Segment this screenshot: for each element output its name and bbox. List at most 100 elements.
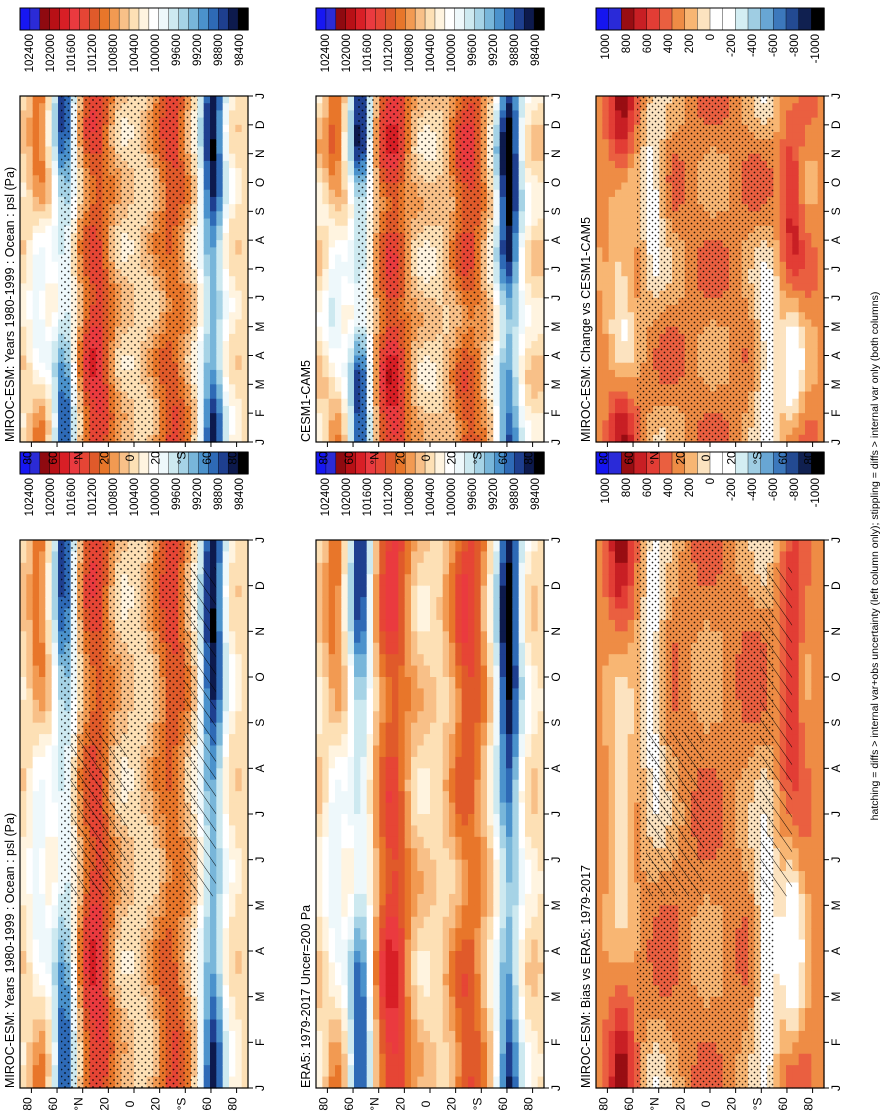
heatmap-cell bbox=[241, 261, 249, 270]
heatmap-cell bbox=[354, 665, 361, 678]
heatmap-cell bbox=[335, 756, 342, 769]
heatmap-cell bbox=[455, 665, 463, 678]
heatmap-cell bbox=[379, 825, 387, 838]
heatmap-cell bbox=[222, 562, 230, 575]
heatmap-cell bbox=[354, 939, 361, 952]
heatmap-cell bbox=[430, 654, 437, 667]
heatmap-cell bbox=[373, 699, 380, 712]
heatmap-cell bbox=[436, 1030, 444, 1043]
heatmap-cell bbox=[480, 1053, 488, 1066]
heatmap-cell bbox=[235, 939, 243, 952]
heatmap-cell bbox=[373, 654, 380, 667]
heatmap-cell bbox=[51, 825, 59, 838]
heatmap-cell bbox=[51, 688, 59, 701]
heatmap-cell bbox=[468, 1019, 475, 1032]
heatmap-cell bbox=[26, 341, 34, 349]
heatmap-cell bbox=[385, 791, 393, 804]
heatmap-cell bbox=[32, 312, 40, 321]
heatmap-cell bbox=[241, 802, 249, 815]
heatmap-cell bbox=[366, 642, 374, 655]
heatmap-cell bbox=[468, 574, 475, 587]
heatmap-cell bbox=[347, 985, 355, 998]
heatmap-cell bbox=[39, 585, 46, 598]
heatmap-cell bbox=[20, 642, 27, 655]
heatmap-cell bbox=[45, 882, 53, 895]
heatmap-cell bbox=[373, 619, 380, 632]
heatmap-cell bbox=[20, 951, 27, 964]
heatmap-cell bbox=[241, 1008, 249, 1021]
heatmap-cell bbox=[316, 574, 323, 587]
heatmap-cell bbox=[222, 928, 230, 941]
heatmap-cell bbox=[360, 585, 368, 598]
heatmap-cell bbox=[32, 996, 40, 1009]
heatmap-cell bbox=[480, 1008, 488, 1021]
heatmap-cell bbox=[411, 711, 418, 724]
heatmap-cell bbox=[39, 182, 46, 191]
heatmap-cell bbox=[373, 642, 380, 655]
heatmap-cell bbox=[20, 619, 27, 632]
heatmap-cell bbox=[461, 802, 469, 815]
colorbar-swatch bbox=[118, 7, 130, 31]
heatmap-cell bbox=[423, 1053, 431, 1066]
heatmap-cell bbox=[222, 1042, 230, 1055]
heatmap-cell bbox=[455, 871, 463, 884]
heatmap-cell bbox=[203, 413, 211, 421]
heatmap-cell bbox=[379, 711, 387, 724]
heatmap-cell bbox=[392, 905, 399, 918]
heatmap-cell bbox=[39, 654, 46, 667]
heatmap-cell bbox=[404, 688, 412, 701]
heatmap-cell bbox=[379, 677, 387, 690]
heatmap-cell bbox=[474, 973, 482, 986]
heatmap-cell bbox=[20, 1076, 27, 1089]
heatmap-cell bbox=[341, 699, 349, 712]
heatmap-cell bbox=[235, 124, 243, 133]
heatmap-cell bbox=[20, 802, 27, 815]
heatmap-cell bbox=[430, 996, 437, 1009]
heatmap-cell bbox=[39, 791, 46, 804]
heatmap-cell bbox=[316, 1030, 323, 1043]
heatmap-cell bbox=[229, 341, 236, 349]
heatmap-cell bbox=[487, 597, 494, 610]
heatmap-cell bbox=[51, 1030, 59, 1043]
heatmap-cell bbox=[26, 814, 34, 827]
heatmap-cell bbox=[222, 290, 230, 299]
heatmap-cell bbox=[316, 642, 323, 655]
heatmap-cell bbox=[468, 597, 475, 610]
heatmap-cell bbox=[487, 734, 494, 747]
heatmap-cell bbox=[404, 1076, 412, 1089]
heatmap-cell bbox=[26, 297, 34, 306]
heatmap-cell bbox=[480, 928, 488, 941]
heatmap-cell bbox=[210, 319, 217, 328]
heatmap-cell bbox=[417, 654, 425, 667]
heatmap-cell bbox=[51, 551, 59, 564]
heatmap-cell bbox=[423, 699, 431, 712]
heatmap-cell bbox=[26, 247, 34, 256]
heatmap-cell bbox=[423, 985, 431, 998]
heatmap-cell bbox=[32, 297, 40, 306]
heatmap-cell bbox=[32, 734, 40, 747]
heatmap-cell bbox=[241, 1030, 249, 1043]
heatmap-cell bbox=[341, 1076, 349, 1089]
heatmap-cell bbox=[241, 951, 249, 964]
heatmap-cell bbox=[216, 916, 224, 929]
heatmap-cell bbox=[222, 699, 230, 712]
heatmap-cell bbox=[45, 574, 53, 587]
heatmap-cell bbox=[417, 791, 425, 804]
heatmap-cell bbox=[474, 722, 482, 735]
heatmap-cell bbox=[449, 939, 456, 952]
heatmap-cell bbox=[373, 677, 380, 690]
heatmap-cell bbox=[347, 1065, 355, 1078]
heatmap-cell bbox=[26, 305, 34, 313]
heatmap-cell bbox=[480, 905, 488, 918]
heatmap-cell bbox=[322, 699, 330, 712]
heatmap-cell bbox=[39, 196, 46, 205]
heatmap-cell bbox=[51, 110, 59, 119]
heatmap-cell bbox=[449, 951, 456, 964]
heatmap-cell bbox=[45, 218, 53, 227]
heatmap-cell bbox=[197, 1008, 205, 1021]
heatmap-cell bbox=[379, 882, 387, 895]
heatmap-cell bbox=[430, 836, 437, 849]
heatmap-cell bbox=[216, 551, 224, 564]
heatmap-cell bbox=[398, 711, 406, 724]
heatmap-cell bbox=[241, 341, 249, 349]
